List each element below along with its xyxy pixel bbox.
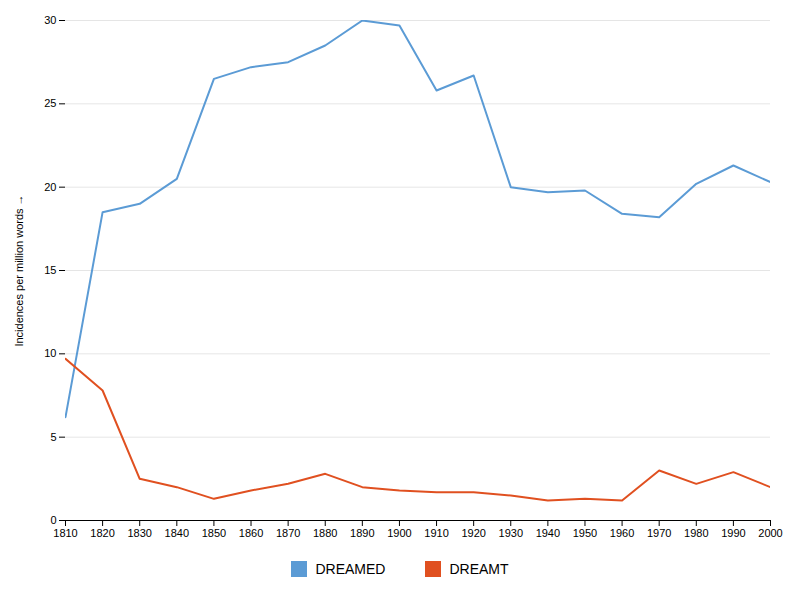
svg-text:1920: 1920 bbox=[461, 527, 485, 539]
svg-text:1820: 1820 bbox=[90, 527, 114, 539]
svg-text:Incidences per million words →: Incidences per million words → bbox=[13, 194, 25, 346]
svg-text:1830: 1830 bbox=[127, 527, 151, 539]
svg-text:1960: 1960 bbox=[610, 527, 634, 539]
svg-text:1990: 1990 bbox=[721, 527, 745, 539]
svg-text:15: 15 bbox=[44, 264, 56, 276]
svg-text:1880: 1880 bbox=[313, 527, 337, 539]
svg-text:1850: 1850 bbox=[202, 527, 226, 539]
svg-text:1930: 1930 bbox=[499, 527, 523, 539]
svg-text:1970: 1970 bbox=[647, 527, 671, 539]
svg-text:1860: 1860 bbox=[239, 527, 263, 539]
html-text:DREAMT: DREAMT bbox=[449, 561, 509, 577]
svg-text:1900: 1900 bbox=[387, 527, 411, 539]
svg-text:25: 25 bbox=[44, 97, 56, 109]
svg-text:2000: 2000 bbox=[758, 527, 782, 539]
svg-text:1980: 1980 bbox=[684, 527, 708, 539]
svg-text:1870: 1870 bbox=[276, 527, 300, 539]
svg-text:30: 30 bbox=[44, 14, 56, 26]
svg-text:5: 5 bbox=[50, 431, 56, 443]
svg-text:1890: 1890 bbox=[350, 527, 374, 539]
svg-text:1950: 1950 bbox=[573, 527, 597, 539]
svg-text:10: 10 bbox=[44, 347, 56, 359]
svg-text:1840: 1840 bbox=[165, 527, 189, 539]
html-text:DREAMED: DREAMED bbox=[315, 561, 386, 577]
svg-text:0: 0 bbox=[50, 514, 56, 526]
svg-text:1940: 1940 bbox=[536, 527, 560, 539]
svg-text:1810: 1810 bbox=[53, 527, 77, 539]
svg-text:1910: 1910 bbox=[424, 527, 448, 539]
svg-text:20: 20 bbox=[44, 181, 56, 193]
